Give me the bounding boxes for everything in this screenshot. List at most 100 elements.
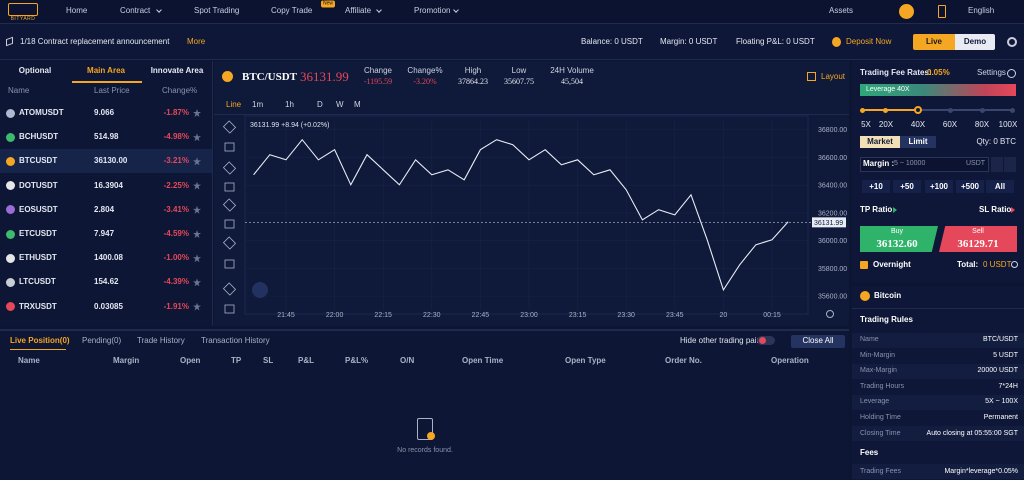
quick-amount[interactable]: +500 xyxy=(960,182,980,191)
symbol[interactable]: TRXUSDT xyxy=(19,301,57,311)
close-all-label[interactable]: Close All xyxy=(802,336,834,345)
last-price[interactable]: 0.03085 xyxy=(94,301,123,311)
download-icon[interactable] xyxy=(938,5,946,18)
change-percent[interactable]: -1.00% xyxy=(163,253,189,263)
buy-price[interactable]: 36132.60 xyxy=(876,238,918,250)
tp-ratio[interactable]: TP Ratio xyxy=(860,205,893,214)
position-tab[interactable]: Trade History xyxy=(137,336,185,345)
nav-link[interactable]: Affiliate xyxy=(345,6,372,15)
increase-button[interactable] xyxy=(991,157,1003,172)
interval-button[interactable]: Line xyxy=(226,100,242,109)
logo-text[interactable]: BITYARD xyxy=(10,16,36,22)
change-percent[interactable]: -3.21% xyxy=(163,156,189,166)
layout-button[interactable]: Layout xyxy=(821,72,846,81)
overnight-checkbox[interactable] xyxy=(860,261,868,269)
slider-handle[interactable] xyxy=(914,106,922,114)
market-tab[interactable] xyxy=(860,136,900,148)
change-percent[interactable]: -2.25% xyxy=(163,180,189,190)
more-link[interactable]: More xyxy=(187,37,206,46)
symbol[interactable]: BCHUSDT xyxy=(19,132,59,142)
nav-link[interactable]: Promotion xyxy=(414,6,451,15)
change-percent[interactable]: -1.87% xyxy=(163,108,189,117)
margin-input[interactable] xyxy=(860,157,989,172)
symbol[interactable]: LTCUSDT xyxy=(19,277,56,287)
assets-menu[interactable]: Assets xyxy=(829,6,854,15)
market-tab[interactable]: Optional xyxy=(18,66,52,75)
quick-amount-bg[interactable] xyxy=(893,180,921,193)
leverage-mark[interactable]: 80X xyxy=(974,120,990,129)
favorite-star[interactable] xyxy=(193,230,201,238)
position-tab[interactable]: Pending(0) xyxy=(82,336,122,345)
position-tab[interactable]: Live Position(0) xyxy=(10,336,70,345)
last-price[interactable]: 154.62 xyxy=(94,277,119,287)
market-tab[interactable]: Main Area xyxy=(87,66,125,75)
interval-button[interactable]: D xyxy=(317,100,323,109)
symbol[interactable]: DOTUSDT xyxy=(19,180,58,190)
interval-button[interactable]: W xyxy=(336,100,344,109)
deposit-button[interactable]: Deposit Now xyxy=(846,37,892,46)
interval-button[interactable]: M xyxy=(354,100,361,109)
live-label[interactable]: Live xyxy=(925,37,943,46)
leverage-mark[interactable]: 40X xyxy=(910,120,926,129)
quick-amount[interactable]: +10 xyxy=(869,182,883,191)
order-type[interactable]: Market xyxy=(867,137,893,146)
favorite-star[interactable] xyxy=(193,254,201,263)
hide-toggle[interactable] xyxy=(757,336,775,345)
market-tab[interactable]: Innovate Area xyxy=(150,66,204,75)
leverage-mark[interactable]: 60X xyxy=(942,120,958,129)
favorite-star[interactable] xyxy=(193,109,201,117)
quick-amount[interactable]: +100 xyxy=(929,182,949,191)
favorite-star[interactable] xyxy=(193,302,201,311)
leverage-mark[interactable]: 20X xyxy=(878,120,894,129)
last-price[interactable]: 16.3904 xyxy=(94,180,123,190)
interval-button[interactable]: 1h xyxy=(285,100,294,109)
decrease-button[interactable] xyxy=(1004,157,1016,172)
favorite-star[interactable] xyxy=(193,205,201,214)
change-percent[interactable]: -4.98% xyxy=(163,132,189,142)
leverage-bar[interactable] xyxy=(860,84,1016,96)
last-price[interactable]: 2.804 xyxy=(94,204,115,214)
demo-toggle[interactable] xyxy=(955,34,995,50)
last-price[interactable]: 7.947 xyxy=(94,229,115,238)
settings-icon[interactable] xyxy=(1007,37,1017,47)
nav-link[interactable]: Spot Trading xyxy=(194,6,240,15)
change-percent[interactable]: -1.91% xyxy=(163,301,189,311)
sell-price[interactable]: 36129.71 xyxy=(957,238,999,250)
language-menu[interactable]: English xyxy=(968,6,995,15)
change-percent[interactable]: -4.59% xyxy=(163,229,189,238)
nav-link[interactable]: Contract xyxy=(120,6,151,15)
change-percent[interactable]: -4.39% xyxy=(163,277,189,287)
demo-label[interactable]: Demo xyxy=(963,37,987,46)
settings-link[interactable]: Settings xyxy=(977,68,1006,77)
favorite-star[interactable] xyxy=(193,278,201,287)
avatar-icon[interactable] xyxy=(899,4,914,19)
last-price[interactable]: 9.066 xyxy=(94,108,115,117)
symbol[interactable]: ATOMUSDT xyxy=(19,108,64,117)
limit-tab[interactable] xyxy=(900,136,936,148)
favorite-star[interactable] xyxy=(193,133,201,142)
buy-label[interactable]: Buy xyxy=(890,228,904,235)
interval-button[interactable]: 1m xyxy=(252,100,264,109)
symbol[interactable]: ETCUSDT xyxy=(19,229,57,238)
quick-amount-bg[interactable] xyxy=(925,180,953,193)
symbol[interactable]: EOSUSDT xyxy=(19,204,58,214)
close-all-button[interactable] xyxy=(791,335,845,348)
live-toggle[interactable] xyxy=(913,34,955,50)
sell-button[interactable] xyxy=(939,226,1017,252)
favorite-star[interactable] xyxy=(193,157,201,166)
buy-button[interactable] xyxy=(860,226,938,252)
settings-gear[interactable] xyxy=(1007,69,1016,78)
quick-amount-bg[interactable] xyxy=(986,180,1014,193)
leverage-mark[interactable]: 100X xyxy=(998,120,1018,129)
quick-amount-bg[interactable] xyxy=(956,180,984,193)
last-price[interactable]: 1400.08 xyxy=(94,253,123,263)
leverage-mark[interactable]: 5X xyxy=(861,120,871,129)
symbol[interactable]: ETHUSDT xyxy=(19,253,57,263)
quick-amount[interactable]: All xyxy=(994,182,1006,191)
announcement[interactable]: 1/18 Contract replacement announcement xyxy=(20,37,170,46)
nav-link[interactable]: Home xyxy=(66,6,88,15)
quick-amount[interactable]: +50 xyxy=(900,182,914,191)
favorite-star[interactable] xyxy=(193,181,201,190)
last-price[interactable]: 514.98 xyxy=(94,132,119,142)
last-price[interactable]: 36130.00 xyxy=(94,156,128,166)
